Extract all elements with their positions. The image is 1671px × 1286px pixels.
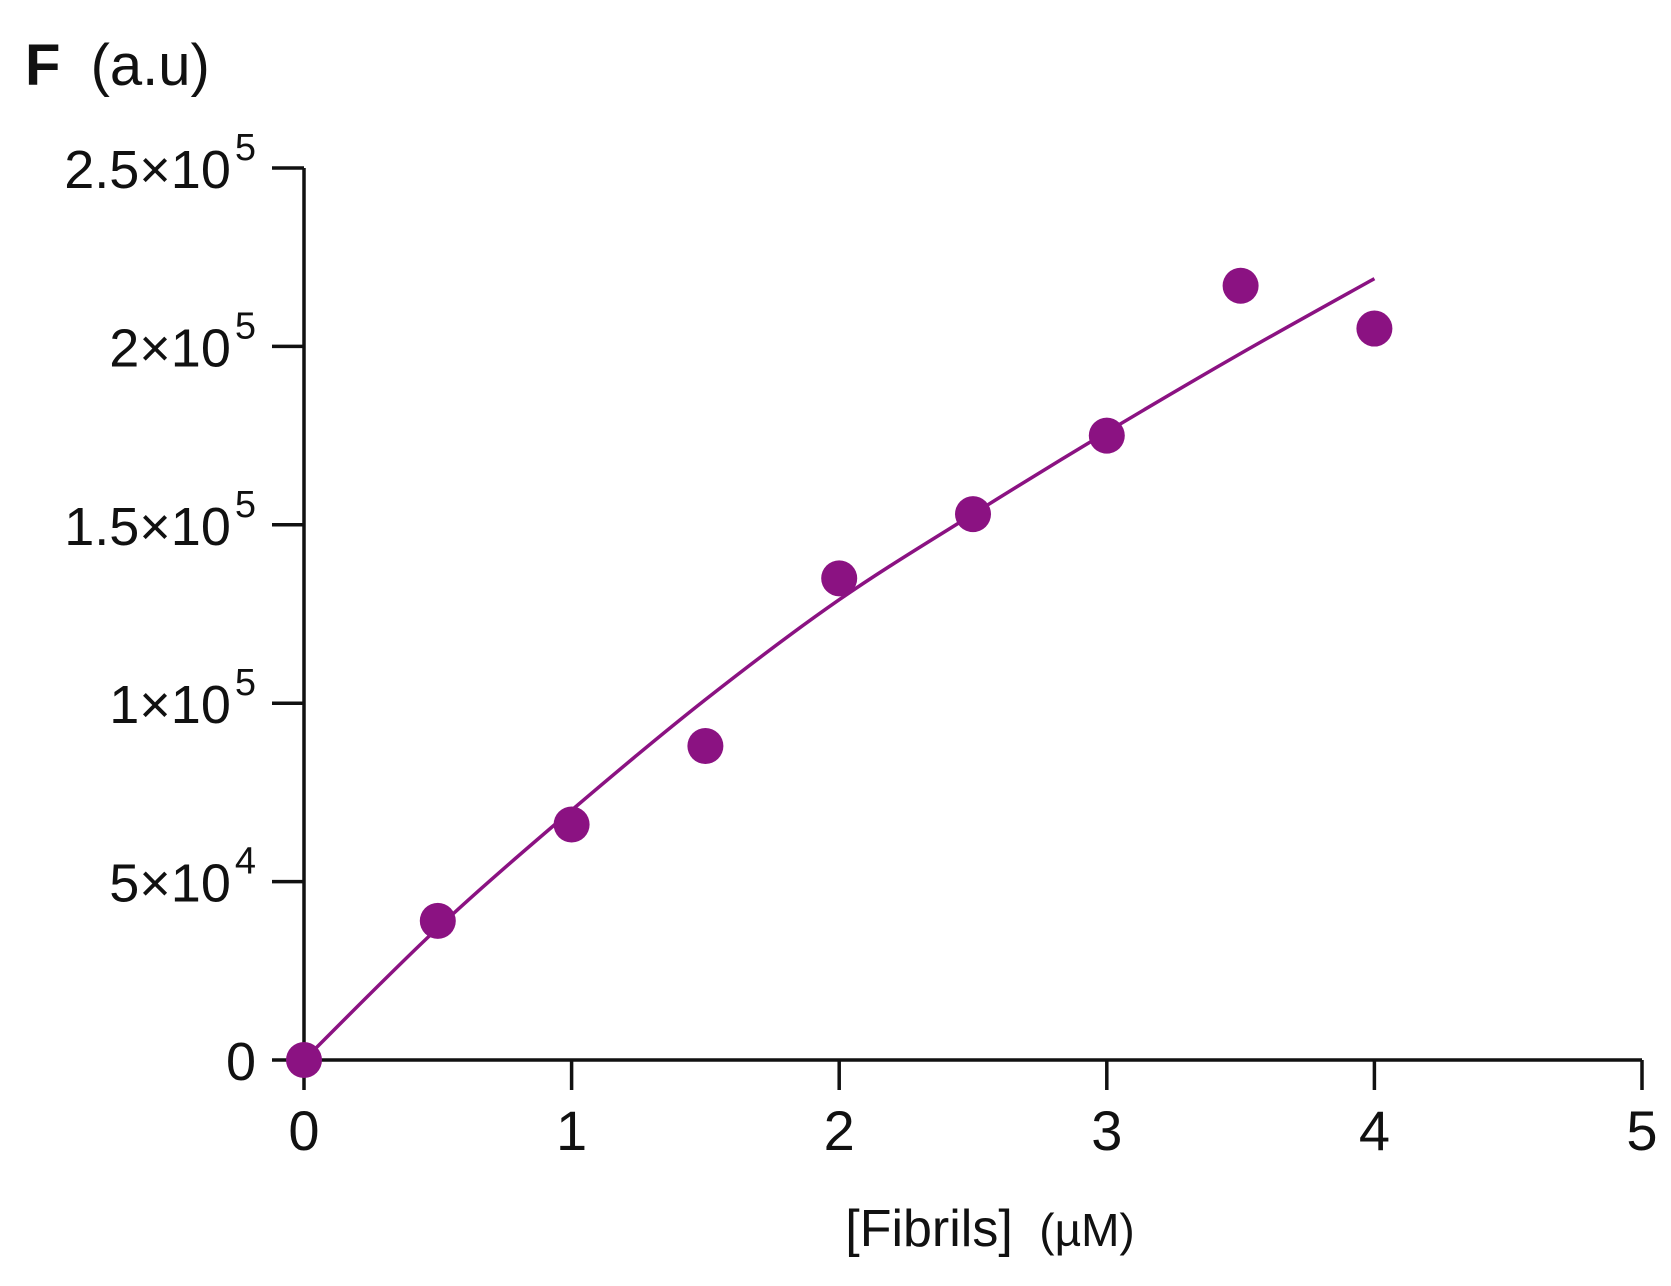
- y-tick-exponent: 5: [235, 484, 256, 526]
- y-tick-label: 0: [226, 1032, 256, 1092]
- fit-curve: [302, 277, 1376, 1062]
- y-tick-mantissa: 2×10: [109, 318, 231, 378]
- y-tick-exponent: 5: [235, 662, 256, 704]
- data-point: [1222, 267, 1259, 304]
- data-point: [1356, 310, 1393, 347]
- x-ticks: 0 1 2 3 4 5: [288, 1060, 1658, 1162]
- data-points: [286, 267, 1393, 1078]
- y-tick-label: 1.5×10 5: [64, 484, 256, 557]
- y-axis-title-bold: F: [25, 33, 60, 98]
- y-axis-title-unit: (a.u): [91, 33, 210, 98]
- axes: [302, 168, 1642, 1062]
- y-tick-mantissa: 2.5×10: [64, 140, 231, 200]
- x-tick-label: 1: [556, 1099, 587, 1162]
- y-tick-exponent: 5: [235, 127, 256, 169]
- x-axis-title-unit: (µM): [1039, 1204, 1134, 1256]
- data-point: [1088, 417, 1125, 454]
- y-tick-mantissa: 0: [226, 1032, 256, 1092]
- y-tick-label: 1×10 5: [109, 662, 256, 735]
- y-tick-label: 2×10 5: [109, 305, 256, 378]
- x-tick-label: 4: [1359, 1099, 1390, 1162]
- x-axis-title-main: [Fibrils]: [845, 1200, 1013, 1258]
- y-axis-title: F (a.u): [25, 33, 210, 98]
- y-tick-label: 2.5×10 5: [64, 127, 256, 200]
- data-point: [955, 496, 991, 533]
- x-tick-label: 3: [1091, 1099, 1122, 1162]
- x-tick-label: 0: [288, 1099, 319, 1162]
- y-tick-mantissa: 5×10: [109, 854, 231, 914]
- data-point: [553, 806, 590, 843]
- data-point: [286, 1042, 322, 1078]
- data-point: [821, 560, 858, 597]
- y-tick-exponent: 5: [235, 305, 256, 347]
- y-tick-exponent: 4: [235, 841, 256, 883]
- y-tick-mantissa: 1.5×10: [64, 497, 231, 557]
- x-axis-title: [Fibrils] (µM): [845, 1200, 1134, 1258]
- data-point: [687, 728, 724, 765]
- x-tick-label: 2: [824, 1099, 855, 1162]
- y-ticks: 05×10 41×10 51.5×10 52×10 52.5×10 5: [64, 127, 304, 1092]
- y-tick-label: 5×10 4: [109, 841, 256, 914]
- x-tick-label: 5: [1626, 1099, 1657, 1162]
- y-tick-mantissa: 1×10: [109, 675, 231, 735]
- data-point: [419, 902, 456, 939]
